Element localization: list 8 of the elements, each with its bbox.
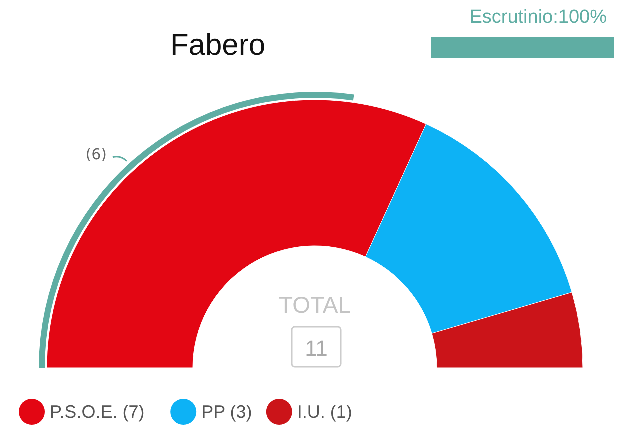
text: (6) (86, 145, 107, 164)
text: Escrutinio:100% (470, 7, 608, 28)
text: 11 (305, 336, 328, 361)
text: TOTAL (279, 292, 352, 318)
legend-label: PP (3) (202, 402, 252, 422)
chart-title: Fabero (170, 29, 266, 62)
legend-label: P.S.O.E. (7) (50, 402, 145, 422)
legend-label: I.U. (1) (297, 402, 352, 422)
